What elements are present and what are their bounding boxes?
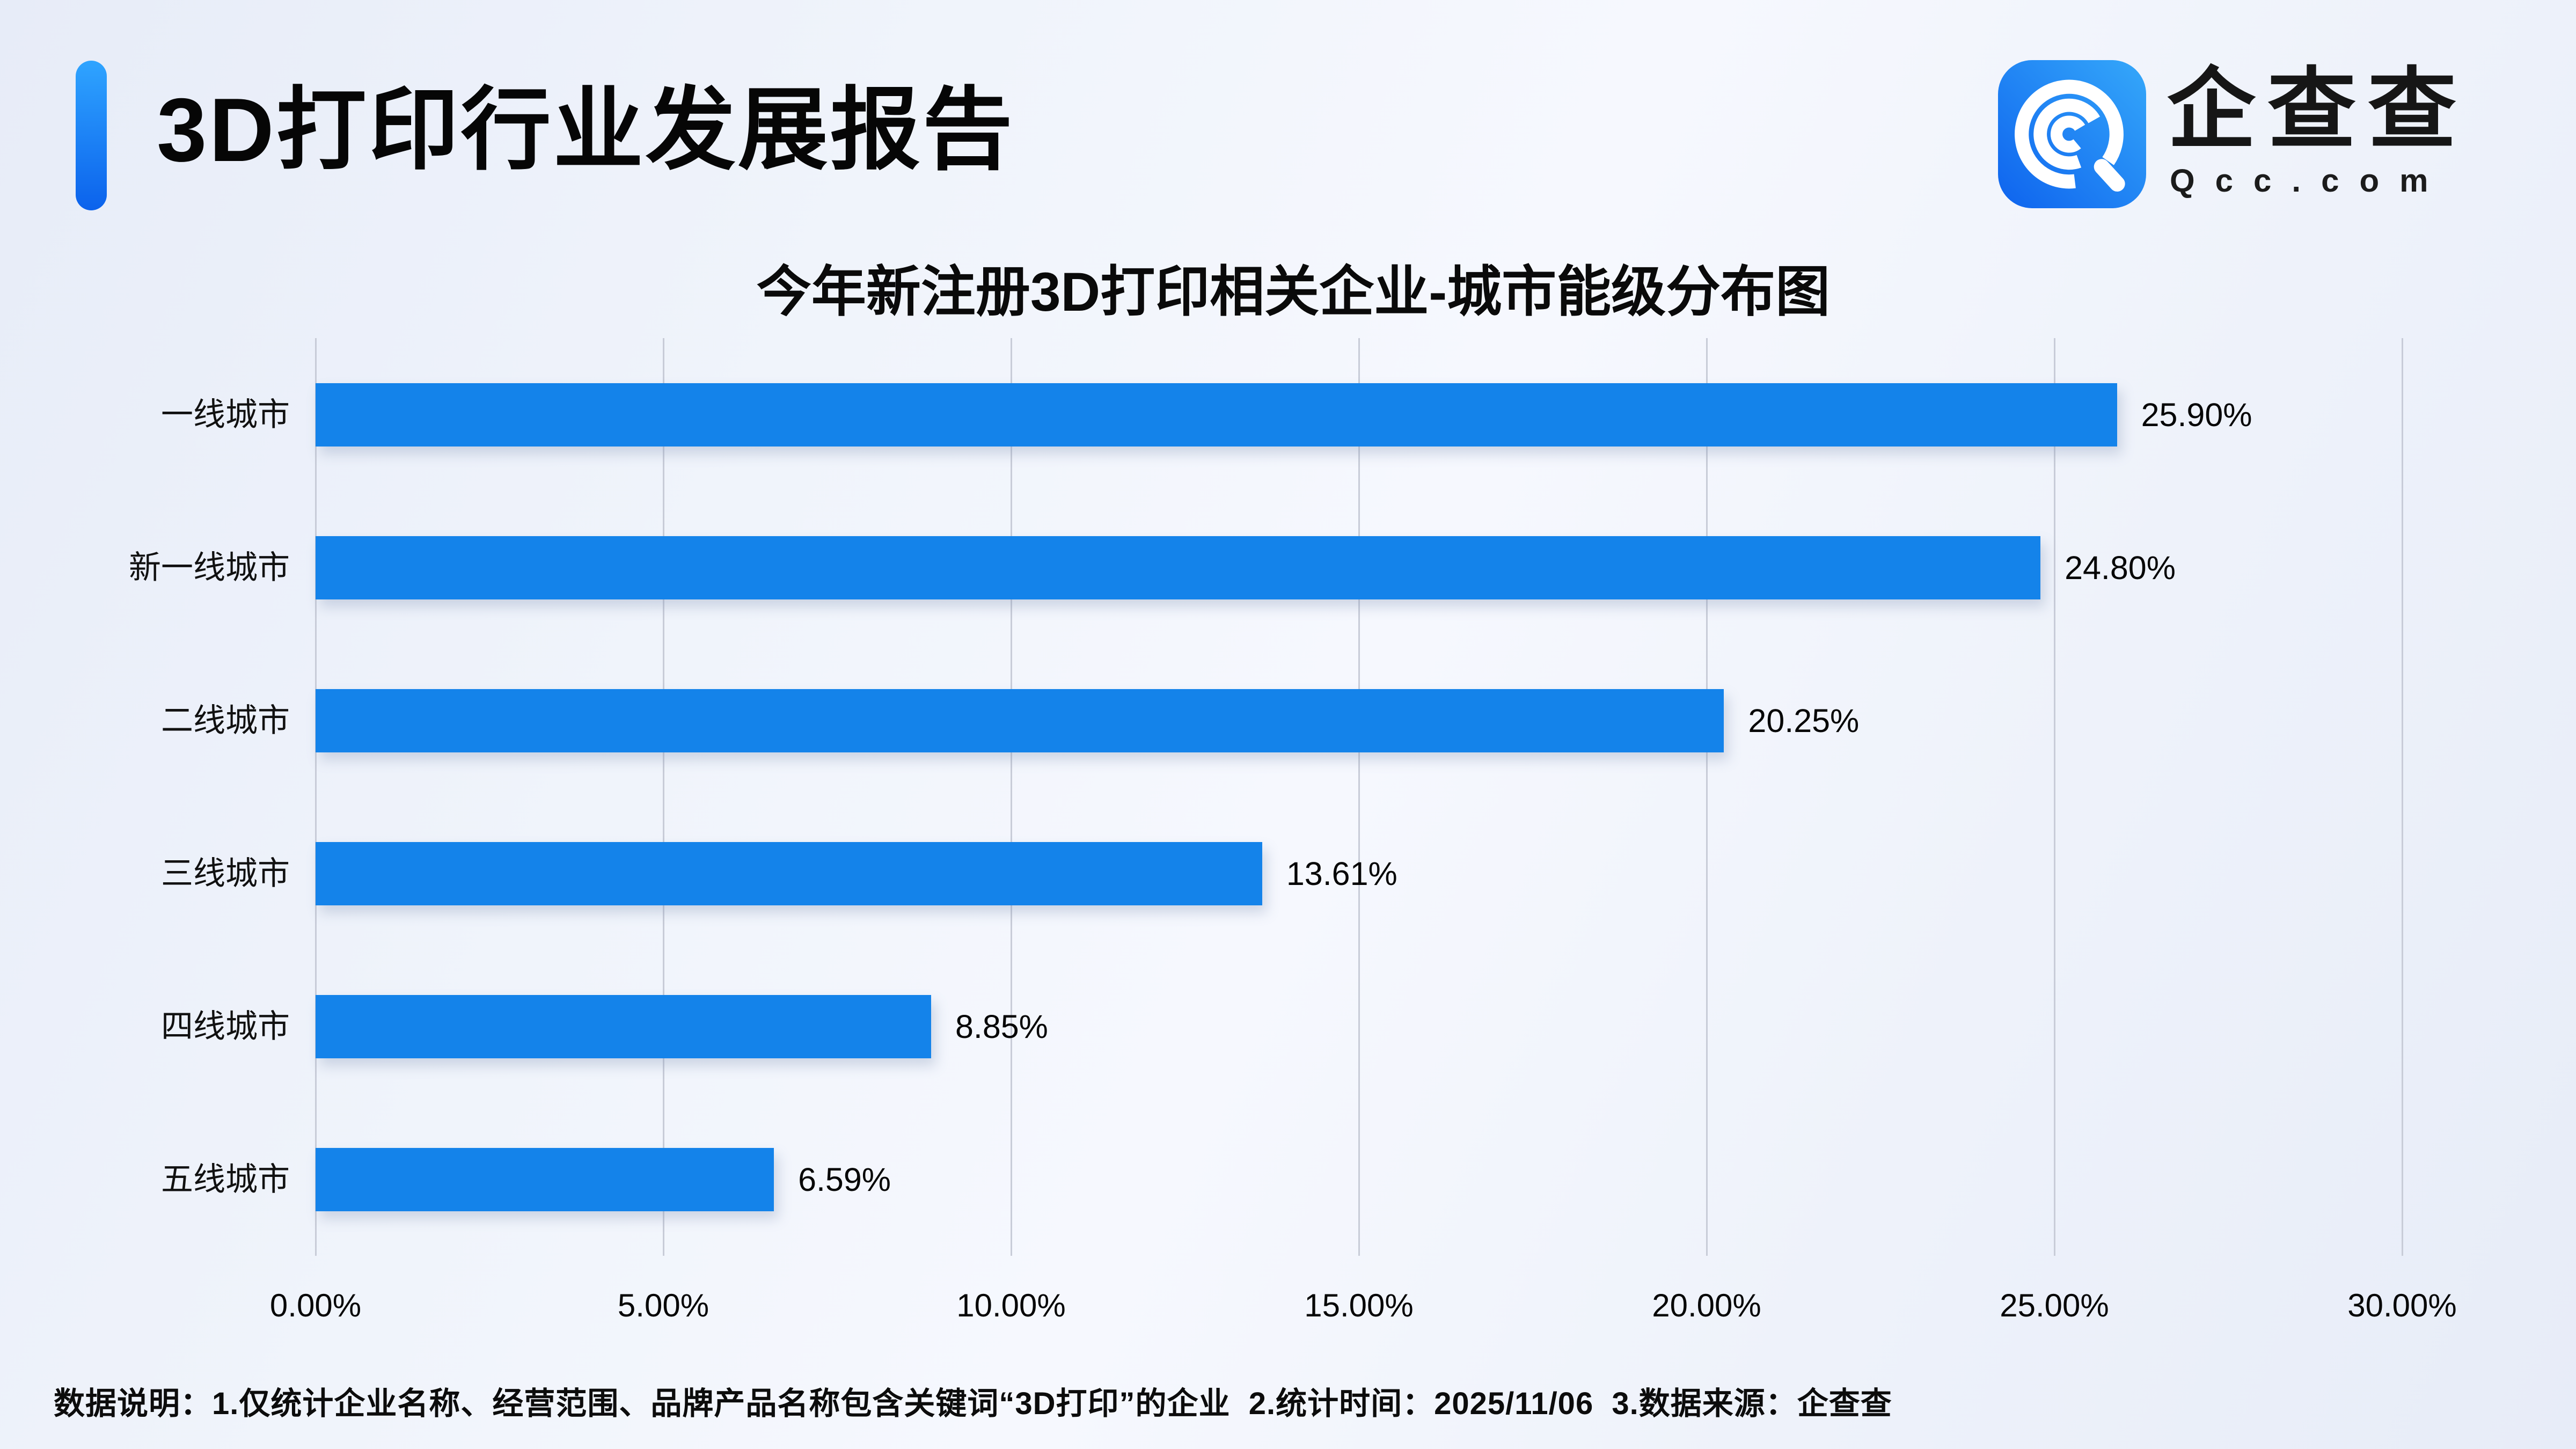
bar	[316, 994, 931, 1058]
value-label: 6.59%	[798, 1161, 891, 1198]
value-label: 13.61%	[1286, 855, 1397, 892]
chart-title: 今年新注册3D打印相关企业-城市能级分布图	[756, 261, 1831, 323]
x-tick-label: 10.00%	[956, 1287, 1066, 1323]
x-tick-label: 15.00%	[1304, 1287, 1414, 1323]
value-label: 25.90%	[2141, 396, 2252, 433]
category-label: 一线城市	[161, 396, 290, 433]
qcc-logo-icon	[1998, 60, 2146, 208]
gridline	[2053, 338, 2055, 1256]
qcc-logo: 企查查 Qcc.com	[1998, 60, 2513, 216]
category-label: 新一线城市	[129, 549, 290, 586]
gridline	[662, 338, 664, 1256]
gridline	[314, 338, 317, 1256]
x-tick-label: 30.00%	[2347, 1287, 2457, 1323]
value-label: 8.85%	[955, 1008, 1048, 1045]
value-label: 20.25%	[1748, 702, 1860, 739]
bar	[316, 689, 1724, 752]
bar	[316, 1147, 774, 1211]
x-tick-label: 25.00%	[2000, 1287, 2109, 1323]
category-label: 二线城市	[161, 702, 290, 738]
x-tick-label: 20.00%	[1652, 1287, 1761, 1323]
x-tick-label: 5.00%	[617, 1287, 709, 1323]
gridline	[1010, 338, 1012, 1256]
value-label: 24.80%	[2065, 549, 2176, 586]
category-label: 五线城市	[161, 1161, 290, 1197]
brand-name: 企查查	[2167, 60, 2468, 159]
footer-note: 数据说明：1.仅统计企业名称、经营范围、品牌产品名称包含关键词“3D打印”的企业…	[54, 1386, 1892, 1421]
gridline	[1706, 338, 1708, 1256]
gridline	[2401, 338, 2403, 1256]
bar	[316, 383, 2117, 447]
bar	[316, 841, 1262, 905]
gridline	[1358, 338, 1360, 1256]
x-tick-label: 0.00%	[269, 1287, 362, 1323]
category-label: 三线城市	[161, 855, 290, 891]
title-accent-bar	[76, 61, 107, 210]
brand-domain: Qcc.com	[2170, 163, 2449, 199]
category-label: 四线城市	[161, 1008, 290, 1044]
page-title: 3D打印行业发展报告	[157, 79, 1015, 180]
bar	[316, 536, 2041, 599]
